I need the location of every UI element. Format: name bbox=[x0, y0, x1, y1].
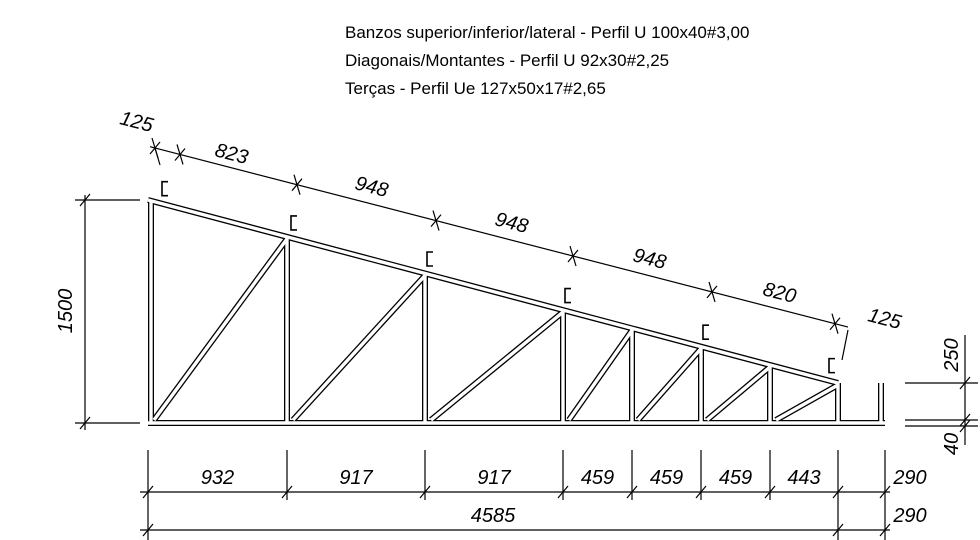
dim-label: 125 bbox=[866, 304, 905, 334]
dim-tick bbox=[293, 174, 301, 195]
member-fill bbox=[429, 310, 565, 422]
dim-tick bbox=[959, 419, 971, 433]
dim-label: 917 bbox=[339, 467, 373, 489]
dim-label: 459 bbox=[650, 467, 683, 489]
dim-label: 443 bbox=[787, 467, 820, 489]
purlin bbox=[290, 215, 297, 231]
dim-label: 932 bbox=[201, 467, 234, 489]
dim-label: 40 bbox=[941, 433, 963, 455]
member-fill bbox=[636, 347, 703, 422]
note: Terças - Perfil Ue 127x50x17#2,65 bbox=[345, 79, 606, 98]
member-fill bbox=[147, 198, 839, 385]
extension-line bbox=[841, 329, 849, 361]
dim-tick bbox=[432, 210, 440, 231]
dim-label: 459 bbox=[719, 467, 752, 489]
dim-tick bbox=[176, 144, 184, 165]
dim-label: 1500 bbox=[55, 289, 77, 334]
purlin bbox=[426, 251, 433, 267]
dim-tick bbox=[569, 245, 577, 267]
dim-label: 290 bbox=[892, 505, 926, 527]
dim-tick bbox=[831, 313, 839, 334]
dim-tick bbox=[832, 523, 844, 537]
note: Diagonais/Montantes - Perfil U 92x30#2,2… bbox=[345, 51, 669, 70]
dim-tick bbox=[79, 193, 91, 207]
dim-line bbox=[149, 146, 849, 328]
dim-tick bbox=[142, 523, 154, 537]
member-fill bbox=[775, 383, 839, 422]
dim-label: 290 bbox=[892, 467, 926, 489]
dim-label: 948 bbox=[493, 208, 531, 238]
dim-label: 948 bbox=[353, 172, 391, 202]
dim-label: 250 bbox=[941, 338, 963, 372]
dim-tick bbox=[959, 413, 971, 427]
extension-line bbox=[154, 147, 161, 166]
member-fill bbox=[567, 329, 634, 421]
purlin bbox=[702, 324, 709, 340]
dim-label: 125 bbox=[118, 107, 157, 137]
dim-label: 820 bbox=[761, 278, 799, 308]
purlin bbox=[564, 287, 571, 304]
dim-tick bbox=[959, 376, 971, 390]
dim-tick bbox=[879, 523, 891, 537]
note: Banzos superior/inferior/lateral - Perfi… bbox=[345, 23, 749, 42]
purlin bbox=[161, 180, 168, 197]
purlin bbox=[828, 357, 835, 374]
member-fill bbox=[705, 365, 772, 422]
dim-label: 917 bbox=[477, 467, 511, 489]
dim-label: 4585 bbox=[471, 505, 516, 527]
member-fill bbox=[291, 274, 427, 422]
dim-label: 948 bbox=[631, 244, 669, 274]
dim-tick bbox=[79, 416, 91, 430]
dim-label: 459 bbox=[581, 467, 614, 489]
dim-tick bbox=[708, 281, 716, 303]
member-fill bbox=[152, 237, 289, 422]
